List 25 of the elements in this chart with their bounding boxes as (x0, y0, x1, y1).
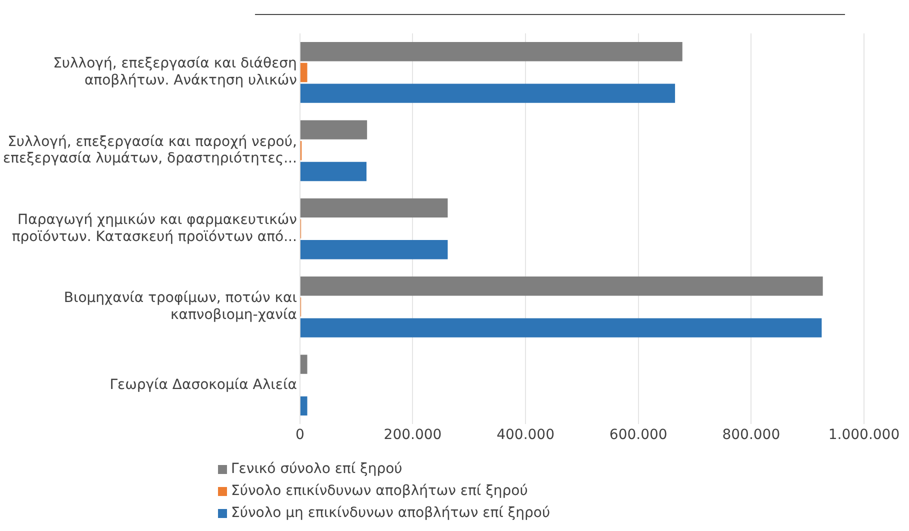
x-tick-label: 0 (295, 427, 304, 444)
legend-label: Σύνολο επικίνδυνων αποβλήτων επί ξηρού (231, 483, 528, 499)
y-tick-label: Συλλογή, επεξεργασία και διάθεση αποβλήτων. Ανάκτηση υλικών (53, 56, 298, 89)
x-tick-label: 200.000 (384, 427, 442, 444)
bar (300, 276, 823, 296)
bar (300, 318, 822, 338)
x-tick-label: 600.000 (609, 427, 668, 444)
y-tick-label: Βιομηχανία τροφίμων, ποτών και καπνοβιομη-χανία (64, 290, 298, 323)
x-tick-label: 400.000 (496, 427, 555, 444)
y-tick-label: Γεωργία Δασοκομία Αλιεία (110, 376, 297, 393)
bar (300, 42, 682, 62)
legend-label: Γενικό σύνολο επί ξηρού (231, 461, 402, 477)
bar (300, 162, 366, 182)
x-tick-label: 1.000.000 (828, 427, 900, 444)
bar (300, 62, 308, 82)
legend-label: Σύνολο μη επικίνδυνων αποβλήτων επί ξηρού (231, 505, 550, 521)
bar (300, 354, 308, 374)
y-tick-label: Παραγωγή χημικών και φαρμακευτικών προϊόντων. Κατασκευή προϊόντων από... (12, 212, 298, 245)
bar (300, 198, 448, 218)
bar (300, 120, 368, 140)
bar (300, 240, 448, 260)
bar (300, 396, 308, 416)
y-tick-label: Συλλογή, επεξεργασία και παροχή νερού, επεξεργασία λυμάτων, δραστηριότητες... (2, 134, 297, 167)
x-tick-label: 800.000 (722, 427, 780, 444)
bar (300, 84, 676, 103)
